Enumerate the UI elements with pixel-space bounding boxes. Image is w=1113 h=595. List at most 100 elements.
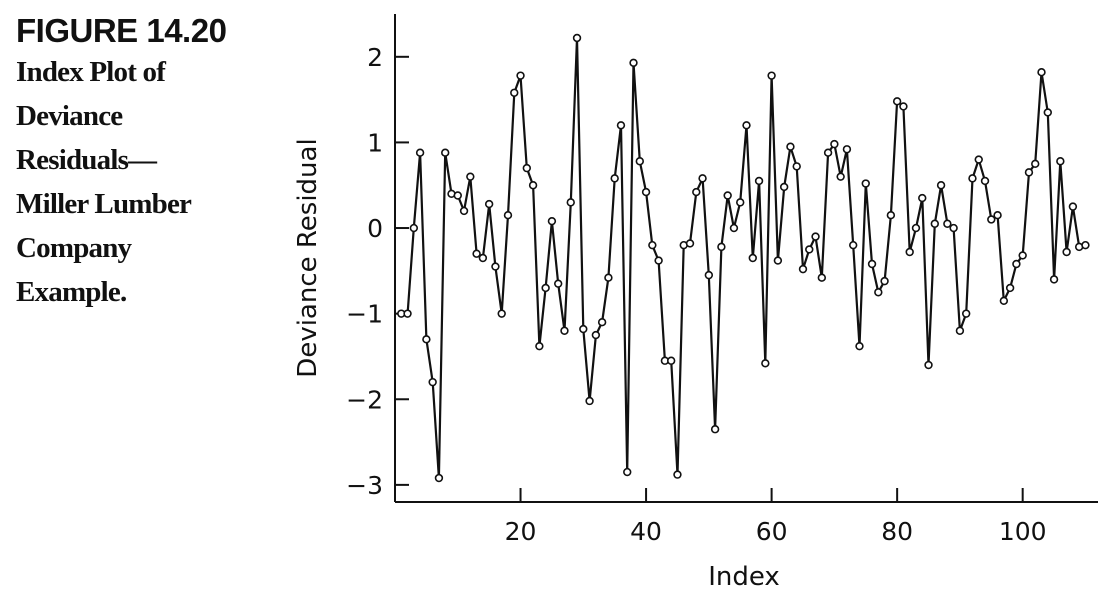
data-point: [522, 163, 532, 173]
data-point: [497, 309, 506, 318]
data-point: [1068, 202, 1078, 211]
data-point: [886, 210, 896, 220]
caption-line-5: Company: [16, 232, 132, 264]
data-point: [1062, 247, 1071, 257]
data-point: [403, 309, 412, 318]
data-point: [955, 326, 965, 335]
caption-line-2: Deviance: [16, 100, 123, 132]
data-point: [748, 253, 757, 263]
data-point: [510, 88, 519, 97]
data-point: [547, 216, 557, 226]
data-point: [798, 264, 808, 274]
data-point: [1012, 259, 1021, 269]
data-point: [541, 283, 550, 293]
data-point: [560, 326, 569, 335]
data-point: [629, 58, 638, 67]
x-tick-label: 20: [505, 517, 537, 546]
data-point: [478, 253, 488, 263]
data-point: [503, 210, 513, 220]
data-point: [974, 155, 983, 164]
y-tick-label: −1: [346, 300, 383, 329]
data-point: [673, 470, 682, 479]
data-point: [874, 288, 883, 297]
data-point: [466, 172, 475, 181]
data-point: [736, 198, 745, 207]
data-point: [855, 341, 864, 351]
data-point: [579, 324, 588, 334]
data-point: [993, 210, 1002, 220]
data-point: [1056, 157, 1065, 166]
data-point: [805, 245, 814, 254]
data-point: [779, 182, 789, 192]
data-point: [987, 215, 996, 224]
data-point: [415, 148, 425, 157]
data-point: [422, 335, 431, 344]
data-point: [428, 377, 437, 387]
caption-line-1: Index Plot of: [16, 56, 166, 88]
data-point: [980, 176, 990, 186]
data-point: [641, 187, 651, 197]
data-point: [459, 206, 469, 216]
data-point: [1005, 283, 1015, 293]
data-point: [867, 259, 877, 269]
data-point: [767, 71, 776, 80]
data-point: [742, 121, 751, 130]
data-point: [911, 223, 921, 233]
data-point: [535, 341, 544, 351]
data-point: [773, 256, 783, 265]
data-point: [961, 309, 971, 318]
data-point: [918, 193, 927, 203]
data-point: [610, 174, 619, 183]
data-point: [528, 181, 538, 190]
data-point: [604, 273, 613, 282]
data-point: [949, 223, 958, 233]
data-point: [572, 33, 582, 43]
caption-line-3: Residuals—: [16, 144, 157, 176]
data-point: [729, 223, 739, 233]
data-point: [823, 148, 833, 157]
x-axis-title: Index: [708, 562, 780, 592]
data-point: [792, 162, 801, 171]
series-group: [397, 33, 1090, 483]
data-point: [830, 139, 839, 149]
data-point: [892, 97, 902, 106]
data-point: [924, 360, 933, 370]
data-point: [453, 191, 462, 200]
data-point: [930, 219, 940, 228]
data-point: [516, 71, 525, 80]
y-tick-label: −2: [346, 385, 383, 414]
figure-caption: FIGURE 14.20 Index Plot of Deviance Resi…: [16, 12, 266, 314]
y-tick-label: 0: [367, 214, 383, 243]
data-point: [654, 256, 663, 265]
data-point: [842, 145, 852, 154]
y-tick-label: 1: [367, 128, 383, 157]
data-point: [434, 473, 444, 483]
data-point: [968, 174, 977, 183]
figure-number: FIGURE 14.20: [16, 12, 227, 49]
data-point: [472, 249, 481, 258]
data-point: [566, 198, 575, 207]
data-point: [585, 396, 594, 406]
y-axis-title: Deviance Residual: [293, 138, 323, 377]
data-point: [1043, 108, 1052, 117]
data-point: [943, 219, 952, 228]
data-point: [761, 359, 770, 368]
data-point: [491, 262, 500, 271]
data-point: [692, 187, 701, 197]
data-point: [836, 172, 845, 181]
y-ticks: 2 1 0 −1 −2 −3: [346, 43, 409, 500]
data-point: [484, 199, 494, 209]
caption-line-4: Miller Lumber: [16, 188, 192, 220]
data-point: [409, 223, 419, 233]
data-point: [999, 296, 1009, 306]
series-line: [401, 36, 1086, 480]
data-point: [1031, 159, 1040, 169]
data-point: [648, 240, 657, 250]
x-ticks: 20 40 60 80 100: [505, 488, 1047, 546]
data-point: [441, 148, 450, 157]
x-tick-label: 60: [756, 517, 788, 546]
data-point: [1024, 168, 1034, 177]
data-point: [704, 270, 714, 280]
data-point: [1018, 251, 1027, 260]
